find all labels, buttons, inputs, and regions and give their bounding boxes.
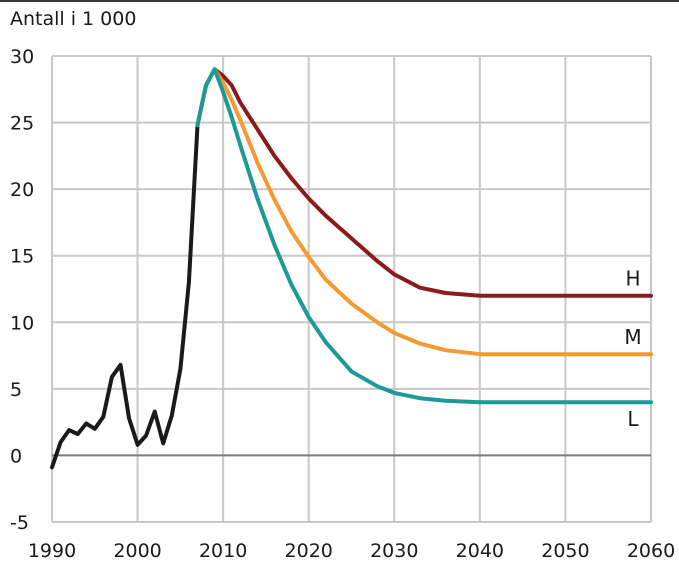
series-line-m [195, 67, 653, 357]
series-line-l [195, 67, 653, 405]
series-label-h: H [625, 267, 640, 291]
top-border [0, 0, 679, 2]
x-tick-label: 2020 [285, 540, 333, 561]
y-tick-label: 20 [10, 179, 34, 201]
y-tick-label: -5 [10, 512, 29, 534]
x-tick-label: 2040 [456, 540, 504, 561]
series-line-h [195, 67, 653, 298]
y-tick-label: 5 [10, 379, 22, 401]
y-axis-unit-label: Antall i 1 000 [10, 8, 137, 30]
grid-lines [51, 55, 652, 523]
y-tick-label: 30 [10, 46, 34, 68]
series-label-l: L [627, 407, 639, 431]
y-tick-label: 15 [10, 246, 34, 268]
x-tick-label: 2010 [199, 540, 247, 561]
x-tick-label: 2030 [370, 540, 418, 561]
series-label-m: M [624, 325, 641, 349]
series-lines [50, 67, 653, 470]
x-tick-label: 2000 [113, 540, 161, 561]
y-tick-label: 10 [10, 312, 34, 334]
series-labels: H M L [624, 267, 641, 432]
x-tick-label: 2060 [627, 540, 675, 561]
y-tick-label: 25 [10, 113, 34, 135]
x-tick-label: 1990 [28, 540, 76, 561]
tick-labels: 1990 2000 2010 2020 2030 2040 2050 2060 30 25 20 15… [10, 46, 675, 561]
y-tick-label: 0 [10, 445, 22, 467]
x-tick-label: 2050 [541, 540, 589, 561]
series-line-historical [50, 123, 200, 470]
